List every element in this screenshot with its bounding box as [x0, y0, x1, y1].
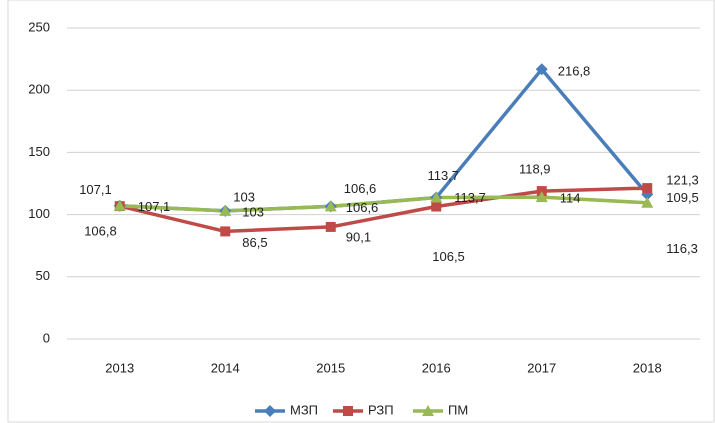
series-line: [119, 186, 648, 234]
series-line: [119, 195, 648, 213]
marker: [220, 226, 231, 237]
legend-label: РЗП: [368, 402, 394, 417]
x-tick-label: 2015: [316, 360, 345, 375]
data-label: 103: [233, 189, 255, 204]
x-tick-label: 2017: [527, 360, 556, 375]
marker: [430, 191, 443, 203]
data-label: 106,6: [344, 181, 377, 196]
legend-marker: [264, 405, 276, 417]
y-tick-label: 100: [28, 206, 50, 221]
marker: [325, 221, 336, 232]
x-tick-label: 2013: [105, 360, 134, 375]
x-tick-label: 2014: [211, 360, 240, 375]
data-label: 109,5: [666, 190, 699, 205]
data-label: 118,9: [519, 162, 551, 177]
data-label: 103: [242, 204, 264, 219]
chart-border: [7, 0, 715, 423]
y-tick-label: 50: [36, 268, 50, 283]
data-label: 86,5: [242, 235, 267, 250]
data-label: 113,7: [427, 168, 459, 183]
data-label: 90,1: [346, 229, 371, 244]
data-label: 106,5: [432, 249, 465, 264]
marker: [324, 200, 337, 212]
y-tick-label: 200: [28, 82, 50, 97]
marker: [535, 63, 548, 76]
marker: [113, 199, 126, 211]
marker: [536, 186, 547, 197]
legend-marker: [422, 405, 434, 416]
data-label: 107,1: [138, 199, 171, 214]
data-label: 107,1: [79, 182, 112, 197]
data-label: 116,3: [666, 241, 698, 256]
data-label: 121,3: [666, 173, 699, 188]
y-tick-label: 0: [43, 330, 50, 345]
legend-label: ПМ: [448, 402, 468, 417]
legend-marker: [343, 406, 353, 416]
data-label: 106,8: [84, 224, 117, 239]
data-label: 216,8: [558, 64, 591, 79]
marker: [535, 191, 548, 203]
data-label: 114: [560, 191, 581, 206]
marker: [641, 196, 654, 208]
x-tick-label: 2016: [422, 360, 451, 375]
y-tick-label: 150: [28, 144, 50, 159]
y-tick-label: 250: [28, 19, 50, 34]
data-label: 113,7: [454, 190, 486, 205]
data-label: 106,6: [346, 200, 379, 215]
marker: [219, 204, 232, 216]
marker: [642, 183, 653, 194]
legend-label: МЗП: [290, 402, 318, 417]
x-tick-label: 2018: [633, 360, 662, 375]
marker: [431, 201, 442, 212]
